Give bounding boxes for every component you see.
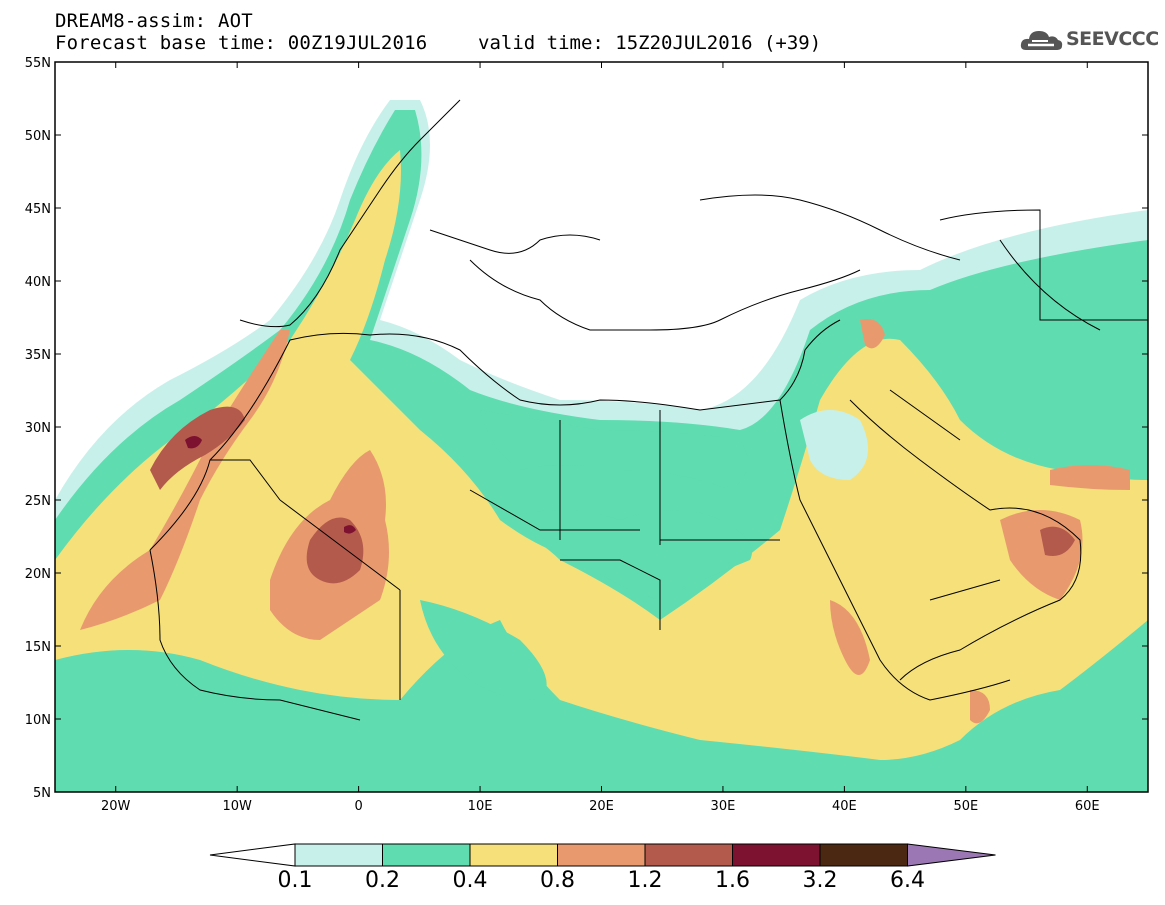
coastlines: [149, 99, 1148, 721]
seevccc-logo: SEEVCCC: [1018, 24, 1159, 58]
colorbar-box: [732, 843, 821, 867]
colorbar-label: 6.4: [890, 868, 925, 893]
aot-contour-1.6: [185, 436, 202, 449]
lon-label: 50E: [953, 799, 978, 814]
aot-field: [55, 62, 1148, 792]
lat-label: 30N: [25, 421, 51, 436]
colorbar-box: [819, 843, 908, 867]
colorbar-over: [907, 843, 996, 867]
lat-label: 55N: [25, 56, 51, 71]
colorbar-label: 1.6: [715, 868, 750, 893]
lon-label: 20E: [589, 799, 614, 814]
lon-label: 20W: [101, 799, 131, 814]
logo-text: SEEVCCC: [1066, 28, 1159, 50]
lat-label: 35N: [25, 348, 51, 363]
lon-label: 40E: [832, 799, 857, 814]
lat-label: 20N: [25, 567, 51, 582]
lat-label: 50N: [25, 129, 51, 144]
lat-label: 15N: [25, 640, 51, 655]
lon-label: 30E: [711, 799, 736, 814]
colorbar-label: 0.1: [277, 868, 313, 893]
colorbar-box: [469, 843, 558, 867]
lat-label: 10N: [25, 713, 51, 728]
colorbar-label: 0.8: [540, 868, 575, 893]
axis-labels: 55N 50N 45N 40N 35N 30N 25N 20N 15N 10N 5N 20W 10W 0 1…: [25, 56, 1100, 814]
lon-label: 0: [354, 799, 362, 814]
valid-time: valid time: 15Z20JUL2016 (+39): [478, 32, 822, 54]
lon-label: 10W: [222, 799, 252, 814]
colorbar-box: [382, 843, 471, 867]
lat-label: 45N: [25, 202, 51, 217]
aot-contour-1.2: [150, 406, 245, 490]
colorbar-label: 3.2: [802, 868, 838, 893]
colorbar-label: 0.4: [452, 868, 488, 893]
colorbar-box: [644, 843, 733, 867]
colorbar-box: [557, 843, 646, 867]
colorbar-label: 1.2: [627, 868, 663, 893]
axis-ticks: [55, 61, 1148, 793]
aot-contour-0.8: [80, 330, 290, 630]
forecast-base-time: Forecast base time: 00Z19JUL2016: [55, 32, 428, 54]
colorbar: [209, 843, 996, 867]
colorbar-under: [209, 843, 296, 867]
lon-label: 10E: [468, 799, 493, 814]
lat-label: 25N: [25, 494, 51, 509]
lon-label: 60E: [1075, 799, 1100, 814]
cloud-icon: [1020, 31, 1063, 50]
colorbar-label: 0.2: [365, 868, 400, 893]
lat-label: 40N: [25, 275, 51, 290]
lat-label: 5N: [33, 786, 51, 801]
map-title: DREAM8-assim: AOT: [55, 10, 253, 32]
colorbar-box: [294, 843, 383, 867]
